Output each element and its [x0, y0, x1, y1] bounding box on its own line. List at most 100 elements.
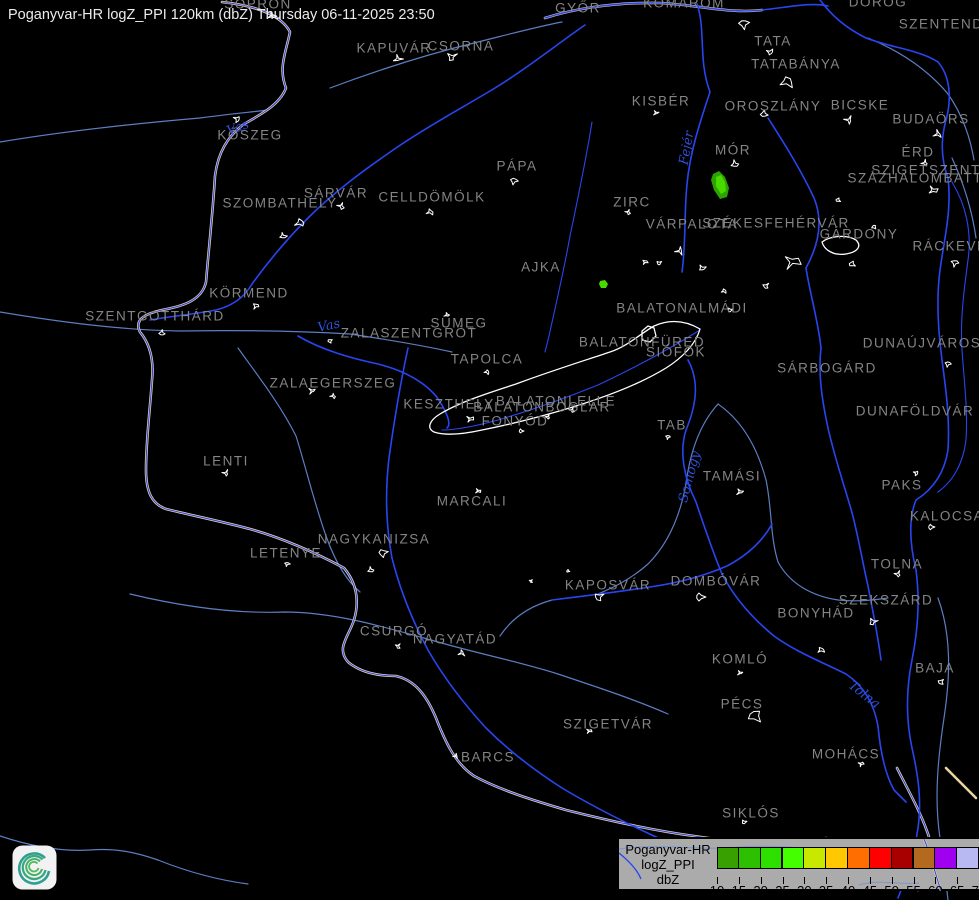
- weather-app-logo: [12, 845, 57, 890]
- legend-tick-label-40: 40: [840, 883, 856, 898]
- legend-tick-label-45: 45: [862, 883, 878, 898]
- radar-echo-layer: [599, 171, 729, 288]
- city-label-csorna: CSORNA: [427, 38, 495, 54]
- legend-tick-mark: [804, 877, 806, 884]
- town-outlines-layer: [158, 11, 960, 825]
- town-outline: [741, 819, 748, 825]
- legend-tick-mark: [848, 877, 849, 884]
- city-label-kapuvár: KAPUVÁR: [356, 40, 432, 56]
- town-outline: [817, 647, 826, 653]
- city-label-mór: MÓR: [715, 142, 751, 158]
- town-outline: [893, 570, 901, 578]
- city-label-szentgotthárd: SZENTGOTTHÁRD: [85, 308, 225, 324]
- legend-tick-label-60: 60: [928, 883, 943, 898]
- city-label-mohács: MOHÁCS: [811, 746, 881, 762]
- city-label-dorog: DOROG: [848, 0, 908, 10]
- town-outline: [737, 670, 744, 676]
- town-outline: [944, 361, 952, 368]
- legend-tick-mark: [913, 877, 915, 884]
- city-label-sopron: SOPRON: [224, 0, 292, 12]
- town-outline: [544, 413, 550, 420]
- town-outline: [566, 569, 571, 573]
- town-outline: [835, 197, 842, 202]
- county-boundary-lines: [0, 21, 977, 900]
- town-outline: [699, 264, 707, 271]
- city-label-kisbér: KISBÉR: [631, 93, 691, 109]
- town-outline: [765, 48, 774, 56]
- legend-tick-label-35: 35: [818, 883, 834, 898]
- town-outline: [158, 329, 166, 336]
- city-label-pécs: PÉCS: [720, 696, 764, 712]
- city-label-érd: ÉRD: [901, 144, 935, 160]
- legend-color-cell-65-70: [956, 847, 979, 869]
- legend-color-cell-40-45: [847, 847, 870, 869]
- city-label-letenye: LETENYE: [249, 545, 323, 561]
- city-label-zalaszentgrót: ZALASZENTGRÓT: [340, 325, 478, 341]
- city-label-siófok: SIÓFOK: [645, 344, 707, 360]
- city-label-tatabánya: TATABÁNYA: [751, 56, 841, 72]
- town-outline: [308, 388, 316, 395]
- town-outline: [848, 260, 856, 267]
- legend-color-cell-20-25: [759, 847, 783, 869]
- city-label-komló: KOMLÓ: [711, 651, 769, 667]
- legend-tick-label-65: 65: [949, 883, 965, 898]
- town-outline: [586, 728, 593, 734]
- town-outline: [279, 232, 288, 239]
- city-label-kalocsa: KALOCSA: [909, 508, 979, 524]
- town-outline: [475, 488, 482, 494]
- legend-color-cell-50-55: [890, 847, 914, 869]
- town-outline: [510, 177, 519, 186]
- town-outline: [394, 643, 401, 649]
- legend-tick-mark: [891, 877, 893, 884]
- city-label-százhalombatta: SZÁZHALOMBATTA: [847, 170, 979, 186]
- town-outline: [232, 116, 240, 124]
- city-label-várpalota: VÁRPALOTA: [645, 216, 739, 232]
- city-label-dunaföldvár: DUNAFÖLDVÁR: [855, 403, 975, 419]
- town-outline: [759, 109, 769, 117]
- city-label-ráckeve: RÁCKEVE: [912, 238, 979, 254]
- legend-color-cell-55-60: [912, 847, 936, 869]
- city-label-szekszárd: SZEKSZÁRD: [838, 592, 934, 608]
- town-outline: [779, 76, 793, 89]
- city-label-tab: TAB: [657, 417, 687, 433]
- town-outline: [871, 224, 877, 230]
- legend-tick-mark: [869, 877, 871, 884]
- legend-color-cell-60-65: [934, 847, 958, 869]
- city-label-tamási: TAMÁSI: [702, 468, 762, 484]
- city-label-fonyód: FONYÓD: [481, 413, 549, 429]
- legend-tick-label-70: 70: [971, 883, 979, 898]
- city-label-oroszlány: OROSZLÁNY: [724, 98, 822, 114]
- legend-unit: dbZ: [656, 871, 680, 887]
- radar-title: Poganyvar-HR logZ_PPI 120km (dbZ) Thursd…: [8, 7, 435, 23]
- legend-tick-label-50: 50: [884, 883, 899, 898]
- lake-balaton: [429, 320, 701, 435]
- city-label-balatonboglár: BALATONBOGLÁR: [473, 399, 611, 415]
- city-label-siklós: SIKLÓS: [722, 805, 780, 821]
- legend-tick-label-20: 20: [753, 883, 768, 898]
- city-label-nagykanizsa: NAGYKANIZSA: [317, 531, 431, 547]
- city-label-tapolca: TAPOLCA: [450, 351, 524, 367]
- city-label-zirc: ZIRC: [613, 194, 651, 210]
- lake-outlines: [429, 235, 860, 435]
- town-outline: [466, 416, 475, 423]
- legend-color-cell-30-35: [803, 847, 827, 869]
- town-outline: [653, 110, 660, 116]
- lake-velence: [821, 235, 860, 256]
- town-outline: [252, 303, 260, 310]
- town-outline: [457, 649, 466, 657]
- river-lines: [149, 0, 970, 899]
- cyclone-spiral-icon: [12, 845, 57, 890]
- town-outline: [327, 339, 333, 344]
- town-outline: [937, 678, 944, 685]
- city-label-marcali: MARCALI: [436, 493, 508, 509]
- legend-tick-mark: [782, 877, 784, 884]
- town-outline: [378, 549, 389, 558]
- legend-tick-mark: [935, 877, 937, 884]
- city-label-győr: GYŐR: [555, 0, 601, 16]
- city-label-székesfehérvár: SZÉKESFEHÉRVÁR: [702, 215, 850, 231]
- town-outline: [294, 218, 305, 227]
- legend-tick-mark: [717, 877, 718, 884]
- city-label-celldömölk: CELLDÖMÖLK: [378, 189, 486, 205]
- town-outline: [738, 20, 751, 31]
